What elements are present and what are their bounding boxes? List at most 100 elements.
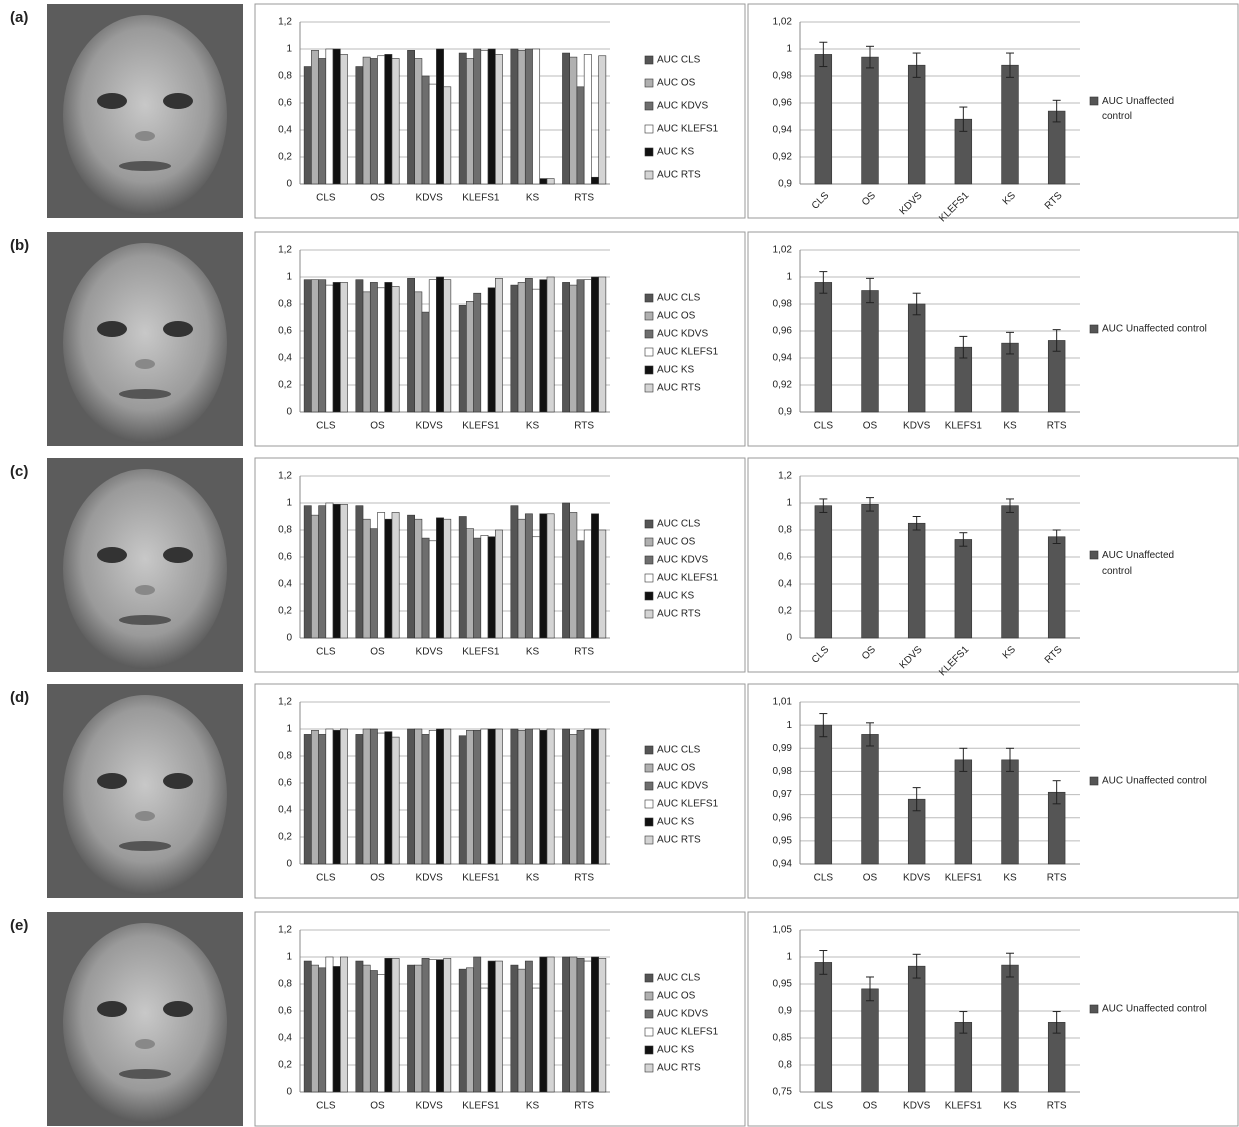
x-tick-label: KS xyxy=(526,193,540,204)
legend-swatch xyxy=(645,125,653,133)
legend-swatch xyxy=(645,1028,653,1036)
mouth xyxy=(119,841,171,851)
bar xyxy=(547,179,554,184)
bar xyxy=(466,529,473,638)
bar xyxy=(591,177,598,184)
y-tick-label: 0,92 xyxy=(773,380,793,391)
bar xyxy=(422,958,429,1092)
bar xyxy=(429,960,436,1092)
legend-label: AUC Unaffected control xyxy=(1102,1004,1207,1015)
bar xyxy=(815,725,832,864)
eye xyxy=(163,321,193,337)
y-tick-label: 0,4 xyxy=(778,579,792,590)
y-tick-label: 0,92 xyxy=(773,152,793,163)
y-tick-label: 1 xyxy=(286,498,292,509)
bar xyxy=(562,503,569,638)
x-tick-label: KDVS xyxy=(903,421,931,432)
bar xyxy=(1002,506,1019,638)
y-tick-label: 0,94 xyxy=(773,353,793,364)
bar xyxy=(584,280,591,412)
y-tick-label: 0,75 xyxy=(773,1087,793,1098)
legend-swatch xyxy=(645,1010,653,1018)
legend-swatch xyxy=(645,800,653,808)
bar xyxy=(518,730,525,864)
bar xyxy=(363,292,370,412)
x-tick-label: KS xyxy=(1003,421,1017,432)
mouth xyxy=(119,161,171,171)
bar xyxy=(1002,965,1019,1092)
bar xyxy=(378,288,385,412)
y-tick-label: 0 xyxy=(286,859,292,870)
y-tick-label: 0,98 xyxy=(773,766,793,777)
legend-label: AUC CLS xyxy=(657,519,701,530)
x-tick-label: KDVS xyxy=(416,421,444,432)
x-tick-label: OS xyxy=(863,1101,878,1112)
legend-swatch xyxy=(645,330,653,338)
y-tick-label: 0,98 xyxy=(773,71,793,82)
x-tick-label: OS xyxy=(370,873,385,884)
bar xyxy=(407,965,414,1092)
y-tick-label: 0,2 xyxy=(278,832,292,843)
bar xyxy=(474,730,481,864)
x-tick-label: KLEFS1 xyxy=(945,1101,983,1112)
bar xyxy=(570,734,577,864)
nose xyxy=(135,359,155,369)
y-tick-label: 1 xyxy=(786,498,792,509)
bar xyxy=(584,729,591,864)
legend-swatch xyxy=(645,348,653,356)
bar xyxy=(488,729,495,864)
bar xyxy=(378,512,385,638)
eye xyxy=(97,773,127,789)
legend-label: AUC KLEFS1 xyxy=(657,799,719,810)
x-tick-label: OS xyxy=(370,193,385,204)
x-tick-label: KS xyxy=(526,873,540,884)
bar xyxy=(407,278,414,412)
bar xyxy=(392,958,399,1092)
x-tick-label: KLEFS1 xyxy=(945,421,983,432)
legend-swatch xyxy=(645,56,653,64)
bar xyxy=(495,530,502,638)
y-tick-label: 1 xyxy=(286,952,292,963)
bar xyxy=(547,729,554,864)
y-tick-label: 0,2 xyxy=(278,606,292,617)
bar xyxy=(392,737,399,864)
nose xyxy=(135,811,155,821)
bar xyxy=(474,957,481,1092)
bar xyxy=(481,535,488,638)
bar xyxy=(459,736,466,864)
bar xyxy=(584,961,591,1092)
y-tick-label: 0 xyxy=(286,179,292,190)
x-tick-label: KS xyxy=(526,647,540,658)
legend-swatch xyxy=(645,764,653,772)
bar xyxy=(436,960,443,1092)
bar xyxy=(363,729,370,864)
legend-label: AUC CLS xyxy=(657,293,701,304)
x-tick-label: KS xyxy=(526,1101,540,1112)
y-tick-label: 1,2 xyxy=(278,697,292,708)
x-tick-label: KDVS xyxy=(416,647,444,658)
bar xyxy=(577,541,584,638)
y-tick-label: 1 xyxy=(786,952,792,963)
bar xyxy=(488,288,495,412)
x-tick-label: OS xyxy=(370,1101,385,1112)
bar xyxy=(422,538,429,638)
y-tick-label: 0,9 xyxy=(778,1006,792,1017)
bar xyxy=(495,54,502,184)
bar xyxy=(333,49,340,184)
bar xyxy=(444,729,451,864)
panel-label: (b) xyxy=(10,237,29,254)
bar xyxy=(908,966,925,1092)
bar xyxy=(422,312,429,412)
y-tick-label: 0,2 xyxy=(278,1060,292,1071)
bar xyxy=(481,729,488,864)
legend-label: AUC CLS xyxy=(657,55,701,66)
legend-label: AUC OS xyxy=(657,763,696,774)
bar xyxy=(466,968,473,1092)
bar xyxy=(407,515,414,638)
bar xyxy=(356,67,363,184)
y-tick-label: 1,2 xyxy=(778,471,792,482)
y-tick-label: 0,99 xyxy=(773,743,793,754)
x-tick-label: OS xyxy=(863,873,878,884)
x-tick-label: CLS xyxy=(814,421,834,432)
eye xyxy=(97,321,127,337)
